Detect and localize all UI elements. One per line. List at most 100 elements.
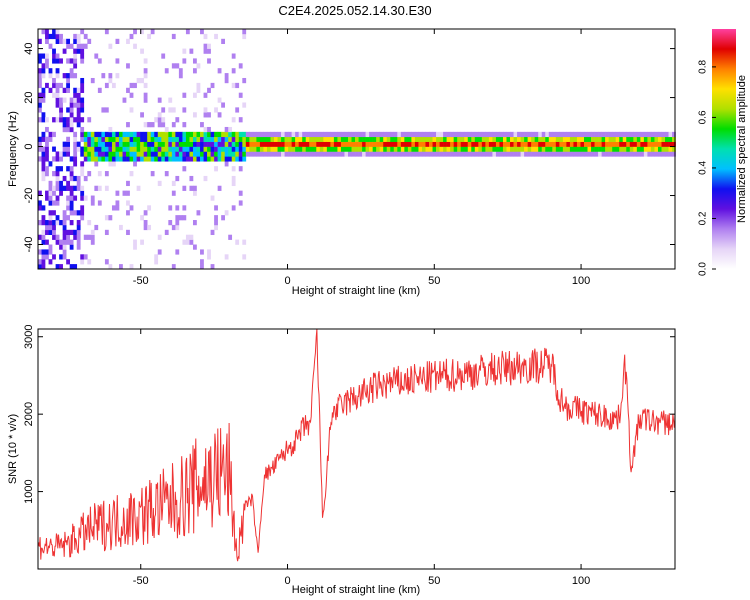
spectrogram-cell	[612, 146, 617, 152]
spectrogram-cell	[640, 151, 645, 157]
spectrogram-cell	[38, 73, 42, 79]
spectrogram-cell	[62, 210, 67, 216]
spectrogram-cell	[288, 136, 292, 142]
spectrogram-cell	[344, 141, 349, 147]
spectrogram-cell	[80, 205, 85, 211]
spectrogram-cell	[143, 156, 148, 162]
spectrogram-cell	[150, 141, 155, 147]
spectrogram-cell	[330, 146, 335, 152]
spectrogram-cell	[192, 146, 197, 152]
spectrogram-cell	[298, 151, 303, 157]
spectrogram-cell	[266, 136, 271, 142]
spectrogram-cell	[66, 136, 71, 142]
spectrogram-cell	[171, 107, 176, 113]
spectrogram-cell	[263, 141, 268, 147]
spectrogram-cell	[224, 156, 229, 162]
spectrogram-cell	[80, 102, 85, 108]
spectrogram-cell	[400, 151, 405, 157]
spectrogram-cell	[192, 131, 197, 138]
spectrogram-cell	[203, 112, 208, 118]
spectrogram-cell	[143, 73, 148, 79]
spectrogram-cell	[429, 141, 433, 147]
spectrogram-cell	[309, 131, 314, 138]
spectrogram-cell	[66, 195, 71, 201]
spectrogram-cell	[383, 151, 388, 157]
spectrogram-cell	[97, 200, 102, 206]
spectrogram-cell	[372, 141, 377, 147]
spectrogram-cell	[69, 200, 74, 206]
spectrogram-y-axis-label: Frequency (Hz)	[7, 111, 19, 187]
spectrogram-cell	[200, 141, 204, 147]
spectrogram-cell	[161, 131, 166, 138]
spectrogram-cell	[101, 136, 106, 142]
spectrogram-cell	[52, 190, 56, 196]
spectrogram-cell	[506, 131, 511, 138]
spectrogram-cell	[87, 220, 92, 226]
spectrogram-cell	[259, 146, 264, 152]
spectrogram-cell	[126, 210, 130, 216]
spectrogram-cell	[608, 131, 613, 138]
spectrogram-cell	[650, 136, 655, 142]
spectrogram-cell	[48, 131, 53, 138]
spectrogram-cell	[580, 136, 585, 142]
spectrogram-cell	[175, 215, 180, 221]
spectrogram-cell	[573, 141, 578, 147]
spectrogram-cell	[214, 131, 218, 138]
spectrogram-cell	[665, 151, 669, 157]
spectrogram-cell	[672, 151, 676, 157]
spectrogram-cell	[90, 156, 95, 162]
spectrogram-cell	[73, 53, 78, 59]
spectrogram-cell	[185, 141, 190, 147]
spectrogram-cell	[224, 254, 229, 260]
spectrogram-cell	[143, 220, 148, 226]
spectrogram-cell	[369, 146, 373, 152]
spectrogram-cell	[55, 117, 60, 123]
spectrogram-cell	[534, 151, 539, 157]
spectrogram-cell	[347, 141, 352, 147]
spectrogram-cell	[76, 102, 81, 108]
spectrogram-cell	[214, 156, 218, 162]
spectrogram-cell	[192, 136, 197, 142]
spectrogram-frame	[37, 28, 676, 270]
spectrogram-cell	[369, 141, 373, 147]
spectrogram-cell	[228, 131, 233, 138]
spectrogram-cell	[154, 151, 159, 157]
spectrogram-cell	[69, 205, 74, 211]
spectrogram-cell	[94, 151, 99, 157]
spectrogram-cell	[502, 151, 507, 157]
spectrogram-cell	[122, 146, 127, 152]
spectrogram-cell	[38, 264, 42, 270]
spectrogram-cell	[319, 136, 324, 142]
spectrogram-cell	[175, 224, 180, 231]
spectrogram-cell	[541, 141, 546, 147]
spectrogram-cell	[76, 43, 81, 49]
spectrogram-cell	[210, 131, 215, 138]
spectrogram-cell	[175, 151, 180, 157]
spectrogram-cell	[178, 141, 183, 147]
spectrogram-cell	[601, 136, 606, 142]
spectrogram-cell	[189, 151, 194, 157]
spectrogram-cell	[524, 131, 528, 138]
spectrogram-cell	[59, 180, 63, 187]
spectrogram-cell	[629, 146, 634, 152]
spectrogram-cell	[594, 141, 599, 147]
spectrogram-cell	[52, 77, 56, 84]
spectrogram-cell	[235, 146, 240, 152]
spectrogram-cell	[510, 151, 514, 157]
spectrogram-cell	[425, 141, 430, 147]
spectrogram-cell	[221, 146, 225, 152]
spectrogram-cell	[80, 77, 85, 84]
spectrogram-cell	[154, 117, 159, 123]
spectrogram-cell	[379, 131, 384, 138]
spectrogram-cell	[45, 53, 49, 59]
spectrogram-cell	[421, 146, 426, 152]
spectrogram-cell	[369, 136, 373, 142]
spectrogram-cell	[626, 151, 631, 157]
spectrogram-cell	[192, 92, 197, 98]
spectrogram-cell	[397, 141, 402, 147]
spectrogram-cell	[38, 205, 42, 211]
spectrogram-cell	[147, 122, 152, 128]
spectrogram-cell	[189, 48, 194, 54]
spectrogram-cell	[119, 151, 123, 157]
spectrogram-cell	[41, 117, 46, 123]
